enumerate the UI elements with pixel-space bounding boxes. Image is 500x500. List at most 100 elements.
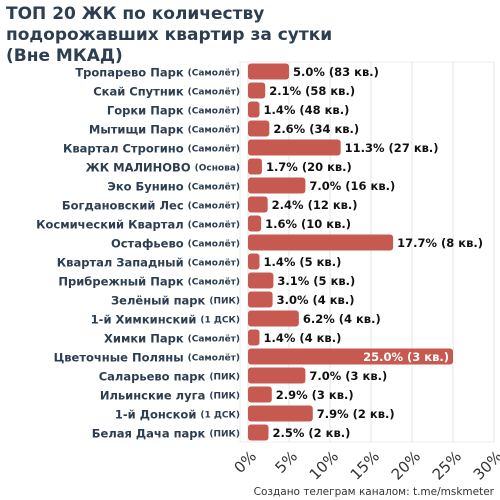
category-name: Химки Парк	[104, 331, 184, 345]
developer-name: (Самолёт)	[188, 220, 240, 230]
y-tick-label: Зелёный парк (ПИК)	[111, 293, 240, 307]
developer-name: (Самолёт)	[188, 125, 240, 135]
value-label: 25.0% (3 кв.)	[363, 350, 449, 364]
bar	[248, 367, 306, 384]
value-label: 6.2% (4 кв.)	[303, 312, 381, 326]
developer-name: (1 ДСК)	[200, 315, 240, 325]
source-note: Создано телеграм каналом: t.me/mskmeter	[254, 486, 495, 498]
developer-name: (Самолёт)	[188, 87, 240, 97]
category-name: Ильинские луга	[100, 388, 206, 402]
y-tick-label: Горки Парк (Самолёт)	[107, 103, 240, 117]
bar	[248, 177, 306, 194]
category-name: Эко Бунино	[107, 179, 183, 193]
bar	[248, 215, 262, 232]
developer-name: (Самолёт)	[188, 258, 240, 268]
bar	[248, 272, 274, 289]
category-name: Космический Квартал	[36, 217, 184, 231]
bar	[248, 234, 394, 251]
value-label: 11.3% (27 кв.)	[345, 141, 439, 155]
bar	[248, 329, 260, 346]
x-tick-label: 15%	[347, 447, 383, 483]
category-name: Зелёный парк	[111, 293, 206, 307]
bar	[248, 139, 341, 156]
category-name: Прибрежный Парк	[58, 274, 183, 288]
developer-name: (Самолёт)	[188, 182, 240, 192]
bar	[248, 158, 262, 175]
bar	[248, 386, 272, 403]
x-tick-label: 0%	[230, 447, 260, 477]
value-label: 2.6% (34 кв.)	[273, 122, 359, 136]
y-tick-label: Тропарево Парк (Самолёт)	[75, 65, 240, 79]
bar	[248, 196, 268, 213]
x-tick-label: 20%	[388, 447, 424, 483]
category-name: Богдановский Лес	[62, 198, 184, 212]
developer-name: (Самолёт)	[188, 277, 240, 287]
value-label: 3.0% (4 кв.)	[277, 293, 355, 307]
category-name: ЖК МАЛИНОВО	[86, 160, 191, 174]
bar	[248, 348, 453, 365]
developer-name: (1 ДСК)	[200, 410, 240, 420]
developer-name: (Самолёт)	[188, 353, 240, 363]
category-name: Скай Спутник	[93, 84, 184, 98]
y-tick-label: Цветочные Поляны (Самолёт)	[54, 350, 240, 364]
developer-name: (ПИК)	[209, 429, 240, 439]
y-tick-label: ЖК МАЛИНОВО (Основа)	[86, 160, 240, 174]
category-name: Квартал Строгино	[63, 141, 184, 155]
bar	[248, 424, 269, 441]
developer-name: (Самолёт)	[188, 239, 240, 249]
value-label: 2.9% (3 кв.)	[276, 388, 354, 402]
value-label: 1.4% (4 кв.)	[263, 331, 341, 345]
value-label: 2.4% (12 кв.)	[272, 198, 358, 212]
bar	[248, 82, 266, 99]
y-tick-label: Квартал Западный (Самолёт)	[57, 255, 240, 269]
y-tick-label: Квартал Строгино (Самолёт)	[63, 141, 240, 155]
y-tick-label: 1-й Химкинский (1 ДСК)	[91, 312, 240, 326]
value-label: 7.9% (2 кв.)	[317, 407, 395, 421]
y-tick-label: Богдановский Лес (Самолёт)	[62, 198, 240, 212]
value-label: 5.0% (83 кв.)	[293, 65, 379, 79]
value-label: 1.4% (5 кв.)	[263, 255, 341, 269]
developer-name: (ПИК)	[209, 296, 240, 306]
category-name: Квартал Западный	[57, 255, 184, 269]
category-name: Мытищи Парк	[89, 122, 184, 136]
category-name: Горки Парк	[107, 103, 184, 117]
y-tick-label: Скай Спутник (Самолёт)	[93, 84, 240, 98]
y-tick-label: Ильинские луга (ПИК)	[100, 388, 240, 402]
plot-area	[239, 61, 495, 443]
bar	[248, 101, 260, 118]
bar	[248, 310, 299, 327]
y-tick-label: Эко Бунино (Самолёт)	[107, 179, 240, 193]
x-tick-label: 10%	[306, 447, 342, 483]
bar	[248, 253, 260, 270]
bar	[248, 405, 313, 422]
category-name: Белая Дача парк	[92, 426, 206, 440]
developer-name: (Самолёт)	[188, 68, 240, 78]
value-label: 1.4% (48 кв.)	[263, 103, 349, 117]
chart-title: ТОП 20 ЖК по количеству подорожавших ква…	[6, 4, 333, 66]
category-name: Саларьево парк	[99, 369, 206, 383]
developer-name: (Самолёт)	[188, 106, 240, 116]
bar	[248, 63, 289, 80]
value-label: 2.1% (58 кв.)	[269, 84, 355, 98]
x-tick-label: 25%	[429, 447, 465, 483]
value-label: 17.7% (8 кв.)	[397, 236, 483, 250]
y-tick-label: Космический Квартал (Самолёт)	[36, 217, 240, 231]
y-tick-label: Химки Парк (Самолёт)	[104, 331, 240, 345]
y-tick-label: Мытищи Парк (Самолёт)	[89, 122, 240, 136]
developer-name: (Самолёт)	[188, 334, 240, 344]
value-label: 1.7% (20 кв.)	[266, 160, 352, 174]
category-name: Остафьево	[111, 236, 184, 250]
x-tick-label: 30%	[470, 447, 500, 483]
category-name: Цветочные Поляны	[54, 350, 184, 364]
developer-name: (Основа)	[195, 163, 240, 173]
bar	[248, 120, 270, 137]
y-tick-label: Саларьево парк (ПИК)	[99, 369, 240, 383]
value-label: 3.1% (5 кв.)	[277, 274, 355, 288]
category-name: Тропарево Парк	[75, 65, 184, 79]
category-name: 1-й Химкинский	[91, 312, 197, 326]
developer-name: (ПИК)	[209, 391, 240, 401]
category-name: 1-й Донской	[115, 407, 197, 421]
value-label: 2.5% (2 кв.)	[273, 426, 351, 440]
